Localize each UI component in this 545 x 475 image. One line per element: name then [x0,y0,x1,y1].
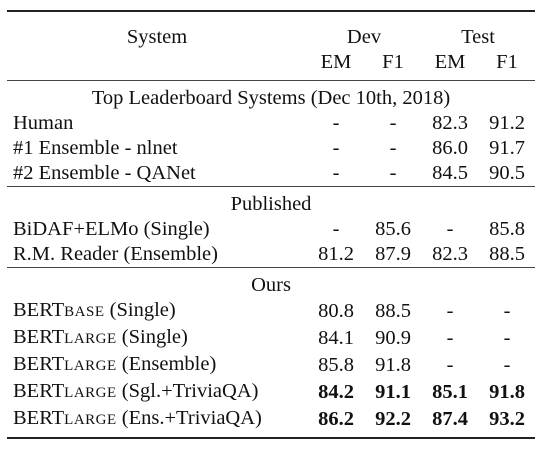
dev-em-header: EM [320,51,352,73]
dev-f1-cell: 91.8 [375,354,411,376]
table-row: BERTLARGE (Single) 84.1 90.9 - - [7,325,535,352]
test-em-cell: 86.0 [432,137,468,159]
model-base: BERT [13,353,65,375]
dev-f1-cell: 92.2 [375,408,411,430]
system-name: Human [13,112,74,134]
test-f1-cell: 91.7 [489,137,525,159]
test-f1-cell: - [503,327,511,349]
dev-f1-cell: 90.9 [375,327,411,349]
header-row-2: EM F1 EM F1 [7,50,535,81]
system-header: System [126,26,188,48]
dev-f1-cell: 91.1 [375,381,411,403]
model-size: LARGE [64,358,117,374]
section-title: Top Leaderboard Systems (Dec 10th, 2018) [91,87,451,109]
test-f1-cell: 85.8 [489,218,525,240]
system-name: BiDAF+ELMo (Single) [13,218,210,240]
test-em-cell: 87.4 [432,408,468,430]
test-f1-cell: - [503,300,511,322]
dev-header: Dev [346,26,382,48]
model-variant: (Single) [116,326,188,348]
model-size: LARGE [64,412,117,428]
table-row: Human - - 82.3 91.2 [7,111,535,136]
system-name: BERTBASE (Single) [7,298,307,325]
test-em-cell: - [446,218,454,240]
table-row: #2 Ensemble - QANet - - 84.5 90.5 [7,161,535,187]
dev-f1-cell: - [389,112,397,134]
dev-f1-cell: - [389,162,397,184]
test-f1-cell: 91.2 [489,112,525,134]
test-em-cell: - [446,300,454,322]
dev-f1-cell: 87.9 [375,243,411,265]
section-title-row: Ours [7,267,535,299]
test-header: Test [461,26,495,48]
dev-f1-header: F1 [382,51,404,73]
system-name: BERTLARGE (Single) [7,325,307,352]
system-name: BERTLARGE (Sgl.+TriviaQA) [7,379,307,406]
table-row: BERTLARGE (Ens.+TriviaQA) 86.2 92.2 87.4… [7,406,535,438]
model-size: BASE [64,304,105,320]
system-name: R.M. Reader (Ensemble) [13,243,218,265]
model-base: BERT [13,299,65,321]
dev-em-cell: 86.2 [318,408,354,430]
test-em-cell: 82.3 [432,243,468,265]
test-em-cell: - [446,354,454,376]
table-row: BERTLARGE (Sgl.+TriviaQA) 84.2 91.1 85.1… [7,379,535,406]
system-name: BERTLARGE (Ensemble) [7,352,307,379]
system-name: #2 Ensemble - QANet [13,162,196,184]
model-base: BERT [13,380,65,402]
test-em-header: EM [434,51,466,73]
dev-em-cell: 84.1 [318,327,354,349]
test-f1-cell: 88.5 [489,243,525,265]
test-f1-cell: - [503,354,511,376]
test-f1-cell: 90.5 [489,162,525,184]
model-variant: (Ensemble) [116,353,217,375]
table-row: BiDAF+ELMo (Single) - 85.6 - 85.8 [7,217,535,242]
dev-f1-cell: 85.6 [375,218,411,240]
model-variant: (Ens.+TriviaQA) [116,407,262,429]
results-table: System Dev Test EM F1 EM F1 Top Leaderbo… [7,10,535,439]
system-name: #1 Ensemble - nlnet [13,137,178,159]
results-table-container: System Dev Test EM F1 EM F1 Top Leaderbo… [7,10,535,439]
test-em-cell: - [446,327,454,349]
section-title-row: Top Leaderboard Systems (Dec 10th, 2018) [7,80,535,112]
section-title: Published [230,193,312,215]
model-base: BERT [13,326,65,348]
header-row-1: System Dev Test [7,11,535,50]
model-variant: (Single) [104,299,176,321]
dev-f1-cell: - [389,137,397,159]
system-name: BERTLARGE (Ens.+TriviaQA) [7,406,307,438]
dev-em-cell: 85.8 [318,354,354,376]
test-em-cell: 82.3 [432,112,468,134]
test-f1-cell: 93.2 [489,408,525,430]
dev-em-cell: 81.2 [318,243,354,265]
dev-em-cell: 84.2 [318,381,354,403]
section-title: Ours [251,274,291,296]
dev-em-cell: - [332,162,340,184]
test-em-cell: 85.1 [432,381,468,403]
dev-em-cell: - [332,112,340,134]
model-size: LARGE [64,385,117,401]
model-base: BERT [13,407,65,429]
dev-f1-cell: 88.5 [375,300,411,322]
dev-em-cell: 80.8 [318,300,354,322]
test-em-cell: 84.5 [432,162,468,184]
dev-em-cell: - [332,218,340,240]
table-row: #1 Ensemble - nlnet - - 86.0 91.7 [7,136,535,161]
section-title-row: Published [7,186,535,218]
table-row: BERTLARGE (Ensemble) 85.8 91.8 - - [7,352,535,379]
dev-em-cell: - [332,137,340,159]
table-row: BERTBASE (Single) 80.8 88.5 - - [7,298,535,325]
test-f1-cell: 91.8 [489,381,525,403]
test-f1-header: F1 [496,51,518,73]
model-variant: (Sgl.+TriviaQA) [116,380,259,402]
model-size: LARGE [64,331,117,347]
table-row: R.M. Reader (Ensemble) 81.2 87.9 82.3 88… [7,242,535,268]
